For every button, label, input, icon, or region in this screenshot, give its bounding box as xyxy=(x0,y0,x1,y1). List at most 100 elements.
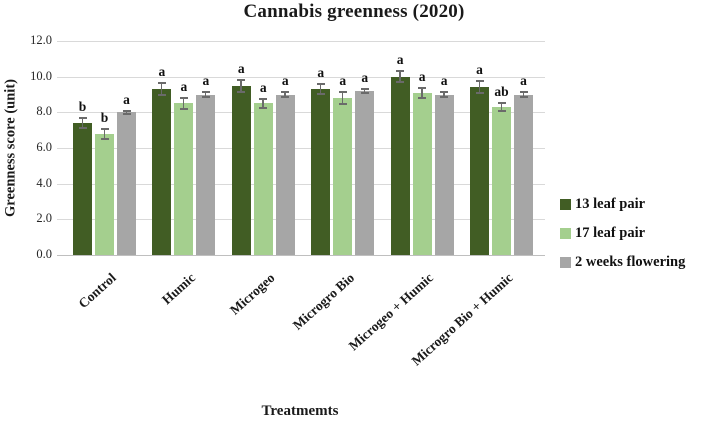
error-bar-stem xyxy=(182,97,185,110)
gridline xyxy=(57,148,545,149)
x-axis-title: Treatmemts xyxy=(261,403,339,419)
bar-13-leaf-pair xyxy=(470,87,489,255)
bar-2-weeks-flowering xyxy=(355,90,375,255)
x-axis-line xyxy=(57,255,545,256)
error-bar-cap xyxy=(281,95,290,98)
significance-letter: a xyxy=(237,60,245,76)
chart-title: Cannabis greenness (2020) xyxy=(243,1,465,22)
legend-label: 13 leaf pair xyxy=(575,195,646,212)
significance-letter: a xyxy=(158,64,166,79)
legend-swatch-icon xyxy=(560,227,571,239)
error-bar-cap xyxy=(179,107,188,110)
error-bar-stem xyxy=(478,80,481,95)
error-bar-stem xyxy=(240,78,242,93)
bar-17-leaf-pair xyxy=(492,107,511,255)
significance-letter: a xyxy=(361,70,369,86)
significance-letter: a xyxy=(202,72,210,88)
error-bar-cap xyxy=(237,90,246,93)
bar-13-leaf-pair xyxy=(390,76,410,255)
legend-swatch-icon xyxy=(560,198,571,210)
error-bar xyxy=(396,70,405,83)
bar-17-leaf-pair xyxy=(95,133,114,255)
error-bar xyxy=(179,97,188,110)
significance-letter: a xyxy=(396,52,404,68)
error-bar xyxy=(122,109,131,115)
error-bar-stem xyxy=(81,116,84,130)
error-bar xyxy=(360,88,369,94)
significance-letter: a xyxy=(339,72,347,88)
y-tick-label: 2.0 xyxy=(36,211,52,226)
plot-area: b b a a a a a a a a a a a a a a ab a xyxy=(57,41,545,256)
error-bar-stem xyxy=(160,82,163,97)
error-bar-stem xyxy=(125,109,128,115)
error-bar-cap xyxy=(418,97,427,99)
significance-letter: a xyxy=(281,72,289,88)
error-bar-cap xyxy=(338,103,347,106)
error-bar-cap xyxy=(519,95,528,98)
legend-item: 2 weeks flowering xyxy=(560,252,685,272)
bar-17-leaf-pair xyxy=(253,103,273,255)
bar-2-weeks-flowering xyxy=(275,94,295,255)
legend-label: 2 weeks flowering xyxy=(575,253,686,270)
significance-letter: ab xyxy=(494,83,509,99)
error-bar xyxy=(475,80,484,95)
bar-2-weeks-flowering xyxy=(117,112,136,255)
legend: 13 leaf pair 17 leaf pair 2 weeks flowerin… xyxy=(560,194,685,281)
gridline xyxy=(57,183,545,185)
error-bar xyxy=(259,98,268,109)
gridline xyxy=(57,41,545,42)
error-bar-cap xyxy=(259,106,268,109)
gridline xyxy=(57,76,545,78)
error-bar-stem xyxy=(421,86,423,99)
error-bar-cap xyxy=(475,92,484,95)
bar-2-weeks-flowering xyxy=(196,94,216,255)
y-tick-label: 6.0 xyxy=(36,140,52,154)
gridline xyxy=(57,112,545,114)
error-bar-stem xyxy=(319,82,322,96)
bar-13-leaf-pair xyxy=(73,123,92,255)
error-bar-stem xyxy=(500,101,503,113)
error-bar xyxy=(440,90,449,98)
error-bar-cap xyxy=(440,95,449,98)
error-bar-cap xyxy=(201,95,210,98)
y-tick-label: 10.0 xyxy=(30,68,52,83)
significance-letter: b xyxy=(78,98,87,114)
error-bar-stem xyxy=(103,127,106,140)
legend-swatch-icon xyxy=(560,256,571,268)
x-category-label: Microgro Bio xyxy=(289,270,357,333)
error-bar xyxy=(237,78,246,93)
significance-letter: b xyxy=(100,109,109,125)
y-tick-label: 4.0 xyxy=(36,175,52,190)
bar-13-leaf-pair xyxy=(152,89,172,255)
error-bar xyxy=(338,90,347,106)
error-bar-cap xyxy=(316,93,325,96)
error-bar xyxy=(316,82,325,96)
significance-letter: a xyxy=(180,79,188,95)
significance-letter: a xyxy=(317,64,325,80)
error-bar-cap xyxy=(122,112,131,115)
error-bar-cap xyxy=(100,138,109,140)
error-bar-cap xyxy=(78,127,87,130)
error-bar-stem xyxy=(341,90,344,106)
error-bar-stem xyxy=(204,90,207,98)
bar-13-leaf-pair xyxy=(231,85,251,255)
bar-2-weeks-flowering xyxy=(514,94,533,255)
bar-2-weeks-flowering xyxy=(434,94,454,255)
legend-item: 13 leaf pair xyxy=(560,194,685,214)
error-bar-cap xyxy=(157,94,166,97)
error-bar xyxy=(157,82,166,97)
error-bar xyxy=(418,86,427,99)
error-bar xyxy=(519,90,528,98)
y-tick-label: 8.0 xyxy=(36,104,52,119)
x-category-label: Humic xyxy=(158,270,198,308)
bar-13-leaf-pair xyxy=(311,89,331,255)
error-bar-stem xyxy=(262,98,264,109)
error-bar-stem xyxy=(443,90,445,98)
error-bar-stem xyxy=(522,90,525,98)
error-bar xyxy=(497,101,506,113)
error-bar-stem xyxy=(363,88,366,94)
error-bar xyxy=(281,90,290,98)
x-category-label: Control xyxy=(75,270,119,312)
error-bar xyxy=(201,90,210,98)
